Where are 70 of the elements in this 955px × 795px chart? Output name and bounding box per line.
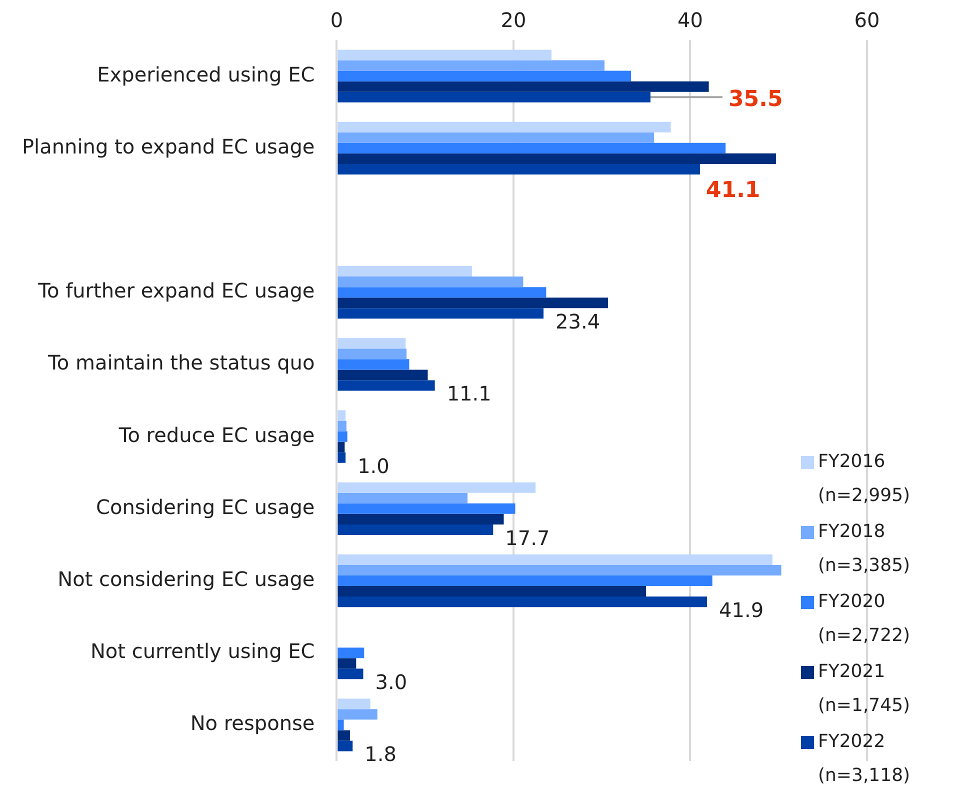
bar — [338, 452, 346, 463]
bar — [338, 709, 378, 720]
y-tick-label: No response — [190, 711, 315, 736]
y-tick-label: Considering EC usage — [96, 494, 315, 519]
bar — [338, 524, 494, 535]
bar — [338, 482, 536, 493]
data-label: 1.8 — [364, 742, 396, 766]
bar — [338, 514, 504, 524]
bar — [338, 740, 353, 752]
bar — [338, 586, 646, 597]
y-tick-label: Not considering EC usage — [58, 566, 315, 591]
bar — [338, 287, 546, 298]
bar — [338, 122, 671, 132]
bar — [338, 564, 782, 576]
bar — [338, 380, 435, 391]
bar — [338, 92, 650, 102]
legend-label: FY2021 (n=1,745) — [818, 660, 912, 718]
y-tick-label: Experienced using EC — [97, 62, 315, 86]
bar — [338, 348, 407, 360]
data-label: 23.4 — [556, 310, 600, 334]
bar — [338, 442, 345, 452]
legend-label: FY2020 (n=2,722) — [818, 590, 912, 648]
bar — [338, 50, 552, 60]
bar — [338, 60, 605, 71]
bar — [338, 698, 370, 710]
bar — [338, 81, 709, 92]
bar — [338, 648, 364, 658]
data-label: 1.0 — [358, 454, 390, 478]
bar — [338, 132, 654, 143]
legend-label: FY2018 (n=3,385) — [818, 520, 912, 578]
bar — [338, 338, 406, 349]
bar — [338, 575, 712, 586]
y-tick-label: To further expand EC usage — [37, 278, 315, 303]
bar — [338, 410, 346, 421]
y-tick-label: Not currently using EC — [90, 639, 315, 664]
data-label: 35.5 — [728, 86, 783, 112]
bar — [338, 308, 544, 319]
bar — [338, 596, 708, 608]
x-tick-label: 20 — [500, 8, 526, 32]
bar — [338, 720, 344, 730]
data-label: 41.1 — [706, 178, 760, 203]
y-tick-label: Planning to expand EC usage — [22, 134, 315, 158]
bar — [338, 658, 356, 669]
data-label: 3.0 — [375, 670, 408, 694]
bar — [338, 554, 772, 565]
legend-label: FY2016 (n=2,995) — [818, 450, 912, 508]
bar — [338, 298, 608, 308]
data-label: 41.9 — [719, 598, 764, 622]
bar — [338, 153, 776, 164]
y-tick-label: To reduce EC usage — [118, 422, 315, 447]
bar — [338, 730, 350, 741]
data-label: 11.1 — [446, 382, 492, 406]
bar — [338, 492, 468, 504]
bar — [338, 70, 632, 82]
data-label: 17.7 — [505, 526, 550, 550]
legend-label: FY2022 (n=3,118) — [818, 730, 912, 788]
bar — [338, 142, 726, 154]
bar — [338, 668, 364, 680]
y-tick-label: To maintain the status quo — [47, 350, 315, 375]
bar — [338, 420, 346, 432]
bar — [338, 266, 472, 277]
bar — [338, 359, 410, 370]
bar — [338, 276, 524, 288]
x-tick-label: 40 — [678, 8, 703, 32]
bar — [338, 164, 700, 174]
x-tick-label: 0 — [330, 8, 344, 32]
x-tick-label: 60 — [854, 8, 880, 32]
bar — [338, 503, 516, 514]
bar — [338, 431, 348, 442]
bar — [338, 370, 428, 380]
